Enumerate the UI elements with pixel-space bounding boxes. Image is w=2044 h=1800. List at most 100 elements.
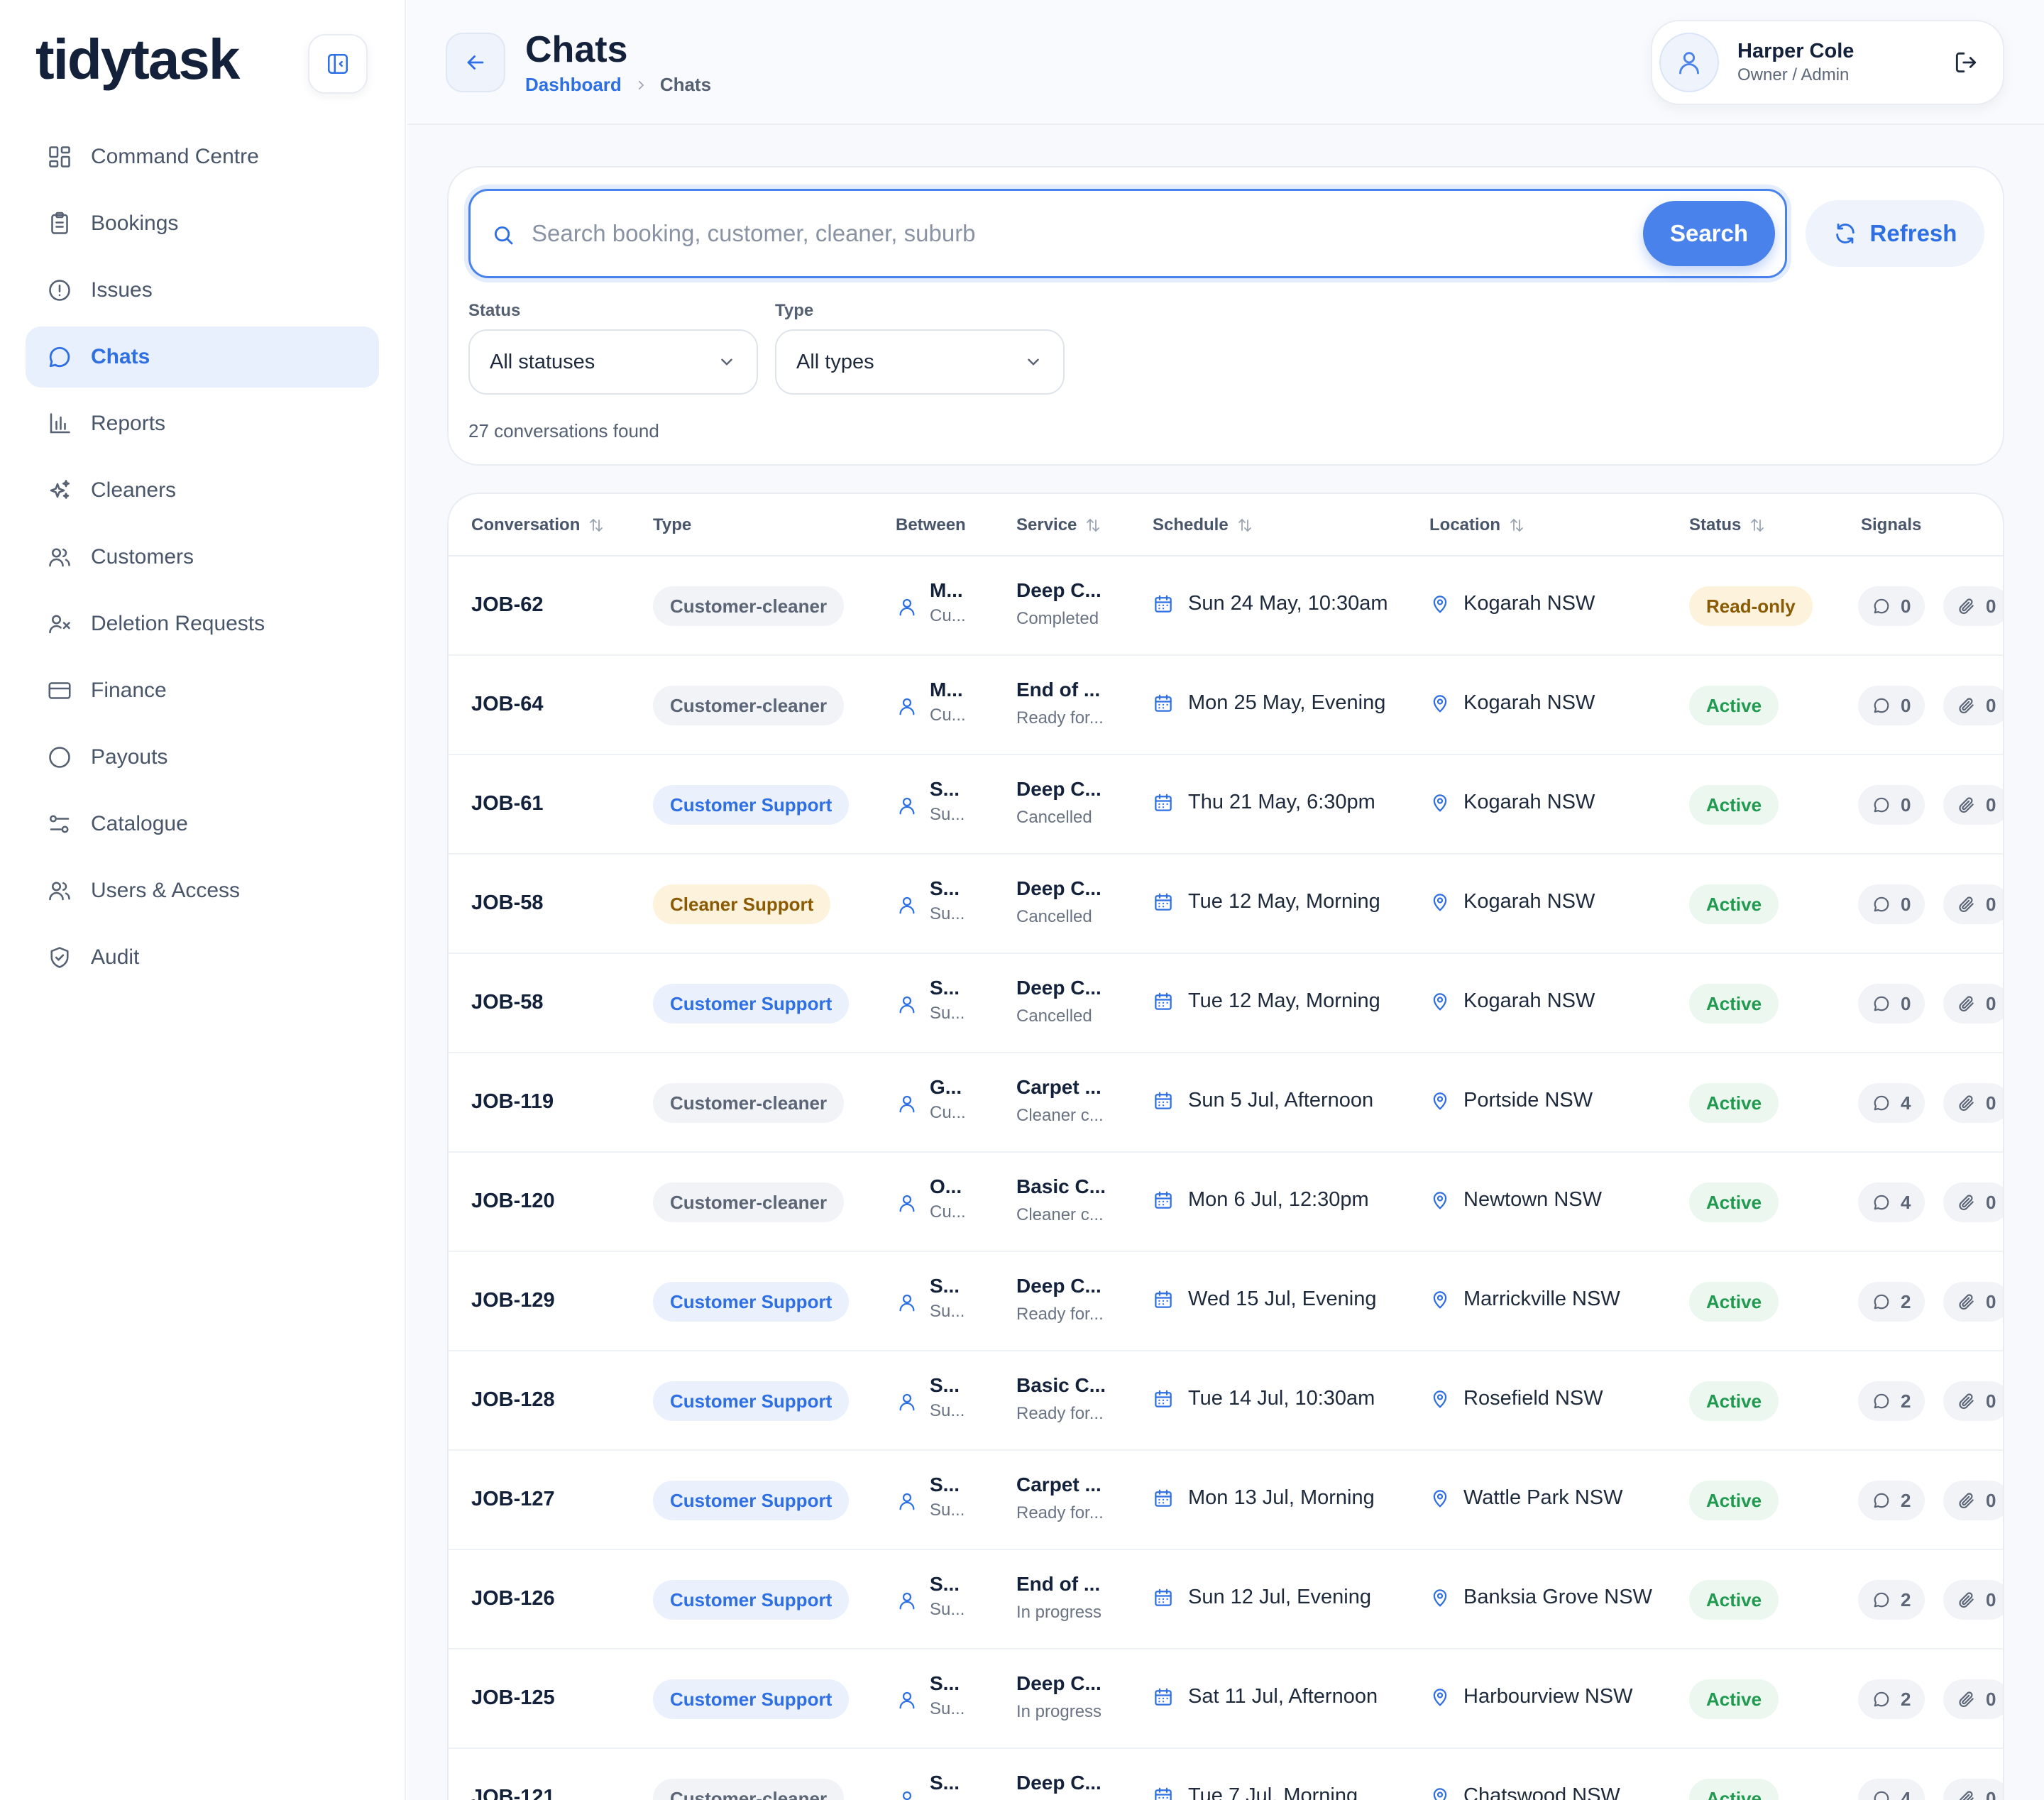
conversation-id[interactable]: JOB-119 <box>471 1090 554 1113</box>
table-row[interactable]: JOB-126 Customer Support S... Su... End … <box>449 1550 2003 1650</box>
table-row[interactable]: JOB-121 Customer-cleaner S... Deep C... … <box>449 1749 2003 1800</box>
table-row[interactable]: JOB-125 Customer Support S... Su... Deep… <box>449 1650 2003 1749</box>
attachment-count: 0 <box>1986 694 1996 716</box>
back-button[interactable] <box>446 33 505 92</box>
conversation-id[interactable]: JOB-64 <box>471 693 544 715</box>
attachment-count: 0 <box>1986 595 1996 617</box>
message-count: 4 <box>1901 1191 1911 1213</box>
sidebar-collapse-button[interactable] <box>308 34 368 94</box>
column-header-label: Signals <box>1861 515 1922 534</box>
map-pin-icon <box>1429 1786 1451 1800</box>
user-icon <box>896 992 918 1016</box>
schedule-cell: Sun 5 Jul, Afternoon <box>1153 1089 1373 1112</box>
message-count: 0 <box>1901 794 1911 816</box>
location-text: Kogarah NSW <box>1463 691 1595 714</box>
location-text: Harbourview NSW <box>1463 1685 1633 1708</box>
service-name: End of ... <box>1016 679 1101 701</box>
table-row[interactable]: JOB-120 Customer-cleaner O... Cu... Basi… <box>449 1153 2003 1252</box>
attachment-count: 0 <box>1986 1092 1996 1114</box>
sidebar-item-payouts[interactable]: Payouts <box>26 727 379 788</box>
column-header-schedule[interactable]: Schedule <box>1153 515 1254 535</box>
table-row[interactable]: JOB-128 Customer Support S... Su... Basi… <box>449 1351 2003 1451</box>
service-cell: Deep C... In progress <box>1016 1672 1101 1722</box>
sidebar-item-bookings[interactable]: Bookings <box>26 193 379 254</box>
table-row[interactable]: JOB-119 Customer-cleaner G... Cu... Carp… <box>449 1053 2003 1153</box>
sidebar-item-command-centre[interactable]: Command Centre <box>26 126 379 187</box>
location-text: Wattle Park NSW <box>1463 1486 1623 1509</box>
table-row[interactable]: JOB-129 Customer Support S... Su... Deep… <box>449 1252 2003 1351</box>
paperclip-icon <box>1957 1491 1976 1510</box>
conversation-id[interactable]: JOB-58 <box>471 991 544 1014</box>
participants-cell: S... Su... <box>896 1374 974 1431</box>
conversation-id[interactable]: JOB-62 <box>471 593 544 616</box>
table-row[interactable]: JOB-127 Customer Support S... Su... Carp… <box>449 1451 2003 1550</box>
status-filter-select[interactable]: All statuses <box>468 329 758 395</box>
sidebar-item-deletion-requests[interactable]: Deletion Requests <box>26 593 379 654</box>
table-row[interactable]: JOB-58 Customer Support S... Su... Deep … <box>449 954 2003 1053</box>
status-badge: Active <box>1689 1381 1779 1421</box>
message-icon <box>1872 1591 1891 1609</box>
location-cell: Kogarah NSW <box>1429 989 1595 1013</box>
participant-name: S... <box>930 778 960 800</box>
table-row[interactable]: JOB-62 Customer-cleaner M... Cu... Deep … <box>449 556 2003 656</box>
table-row[interactable]: JOB-64 Customer-cleaner M... Cu... End o… <box>449 656 2003 755</box>
type-badge: Customer Support <box>653 1580 850 1620</box>
sidebar-item-users-access[interactable]: Users & Access <box>26 860 379 921</box>
breadcrumb-dashboard-link[interactable]: Dashboard <box>525 74 622 95</box>
column-header-service[interactable]: Service <box>1016 515 1102 535</box>
type-badge: Customer-cleaner <box>653 1083 845 1123</box>
sidebar-item-label: Reports <box>91 412 166 435</box>
refresh-button[interactable]: Refresh <box>1806 200 1984 267</box>
sidebar-item-issues[interactable]: Issues <box>26 260 379 321</box>
attachment-count: 0 <box>1986 893 1996 915</box>
sidebar-item-finance[interactable]: Finance <box>26 660 379 721</box>
sidebar-item-label: Cleaners <box>91 478 177 502</box>
message-count: 2 <box>1901 1489 1911 1511</box>
search-button[interactable]: Search <box>1643 201 1775 266</box>
column-header-location[interactable]: Location <box>1429 515 1526 535</box>
service-name: Deep C... <box>1016 1772 1101 1794</box>
column-header-label: Conversation <box>471 515 581 534</box>
participants-cell: S... Su... <box>896 877 974 934</box>
conversation-id[interactable]: JOB-120 <box>471 1190 555 1212</box>
app-logo[interactable]: tidytask <box>35 28 240 91</box>
sidebar-item-catalogue[interactable]: Catalogue <box>26 794 379 855</box>
column-header-status[interactable]: Status <box>1689 515 1766 535</box>
sidebar-item-audit[interactable]: Audit <box>26 927 379 988</box>
calendar-icon <box>1153 1488 1174 1509</box>
conversation-id[interactable]: JOB-126 <box>471 1587 555 1610</box>
credit-card-icon <box>45 676 74 705</box>
sidebar-item-chats[interactable]: Chats <box>26 326 379 388</box>
table-row[interactable]: JOB-58 Cleaner Support S... Su... Deep C… <box>449 855 2003 954</box>
search-input[interactable] <box>532 207 1596 260</box>
type-filter-select[interactable]: All types <box>775 329 1065 395</box>
conversation-id[interactable]: JOB-125 <box>471 1686 555 1709</box>
conversation-id[interactable]: JOB-129 <box>471 1289 555 1312</box>
participant-role: Su... <box>930 1699 965 1718</box>
message-count: 4 <box>1901 1092 1911 1114</box>
conversation-id[interactable]: JOB-128 <box>471 1388 555 1411</box>
sidebar-item-customers[interactable]: Customers <box>26 527 379 588</box>
conversation-id[interactable]: JOB-121 <box>471 1786 555 1800</box>
logout-button[interactable] <box>1950 47 1982 78</box>
status-badge: Active <box>1689 884 1779 924</box>
conversation-id[interactable]: JOB-127 <box>471 1488 555 1510</box>
conversation-id[interactable]: JOB-58 <box>471 891 544 914</box>
service-status: Cancelled <box>1016 907 1092 926</box>
paperclip-icon <box>1957 1193 1976 1212</box>
participants-cell: S... Su... <box>896 778 974 835</box>
location-cell: Rosefield NSW <box>1429 1387 1603 1410</box>
sidebar-item-reports[interactable]: Reports <box>26 393 379 454</box>
table-row[interactable]: JOB-61 Customer Support S... Su... Deep … <box>449 755 2003 855</box>
user-icon <box>896 1489 918 1513</box>
participants-cell: M... Cu... <box>896 579 974 636</box>
circle-icon <box>45 743 74 772</box>
column-header-conversation[interactable]: Conversation <box>471 515 605 535</box>
avatar[interactable] <box>1659 33 1719 92</box>
sidebar-item-cleaners[interactable]: Cleaners <box>26 460 379 521</box>
conversation-id[interactable]: JOB-61 <box>471 792 544 815</box>
message-count-badge: 2 <box>1858 1580 1925 1620</box>
calendar-icon <box>1153 792 1174 813</box>
service-cell: Carpet ... Ready for... <box>1016 1474 1104 1523</box>
type-badge: Customer Support <box>653 1381 850 1421</box>
